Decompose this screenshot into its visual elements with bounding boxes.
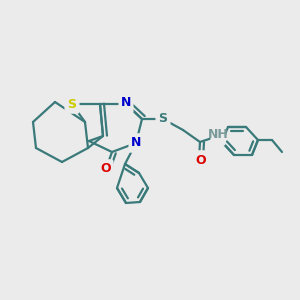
Text: O: O: [101, 163, 111, 176]
Text: NH: NH: [208, 128, 228, 142]
Text: N: N: [131, 136, 141, 149]
Text: N: N: [121, 97, 131, 110]
Text: S: S: [158, 112, 167, 125]
Text: S: S: [68, 98, 76, 110]
Text: O: O: [196, 154, 206, 166]
